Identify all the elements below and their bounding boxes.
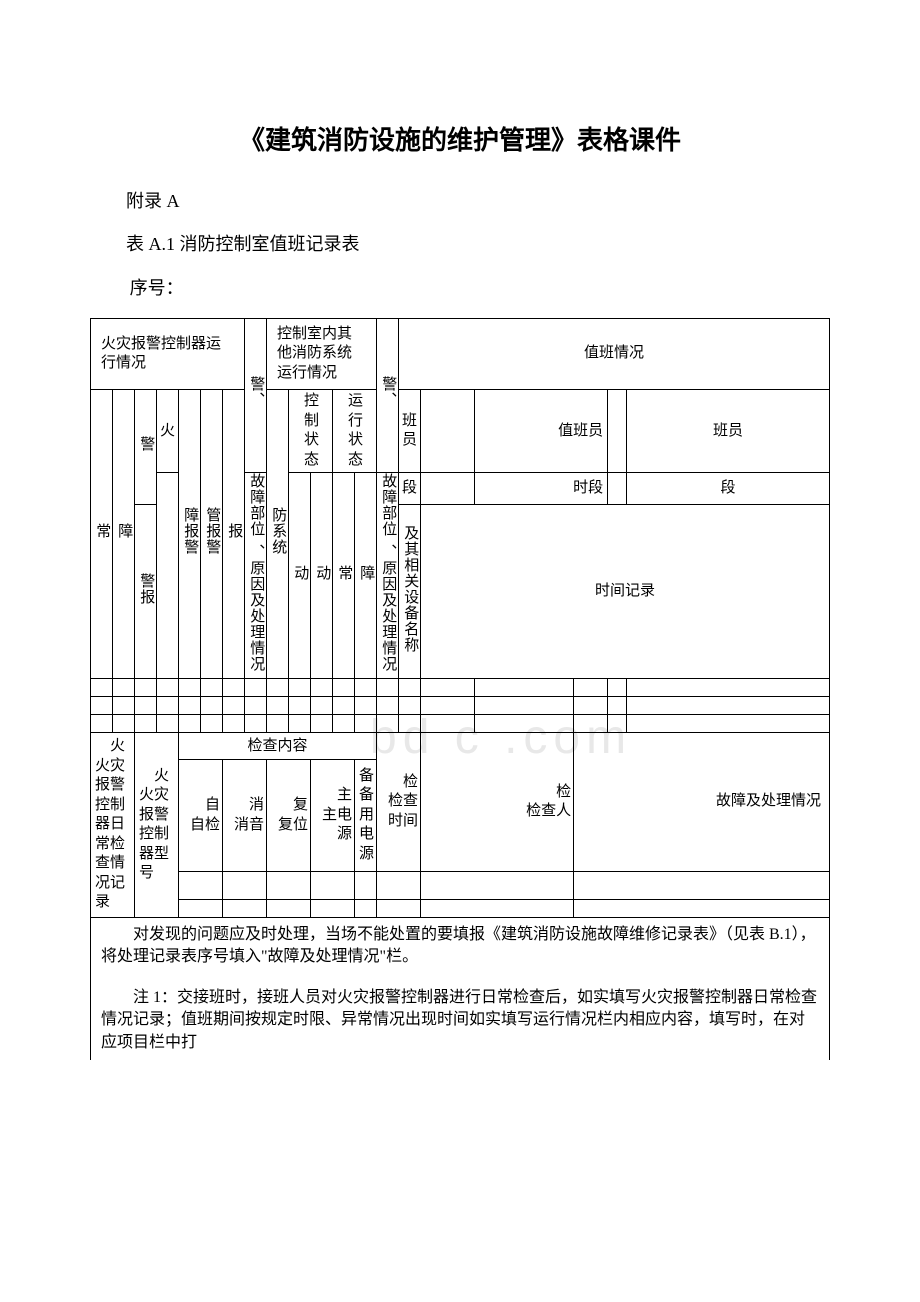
col-alarm-report: 警报 — [136, 573, 156, 605]
col-prevent-sys: 防系统 — [268, 507, 288, 555]
col-normal2: 常 — [334, 565, 354, 581]
note-cell-2: 注 1：交接班时，接班人员对火灾报警控制器进行日常检查后，如实填写火灾报警控制器… — [91, 975, 830, 1060]
page-title: 《建筑消防设施的维护管理》表格课件 — [90, 120, 830, 162]
daily-sound: 消消音 — [223, 760, 267, 872]
daily-reset: 复复位 — [267, 760, 311, 872]
col-fault2: 障 — [356, 565, 376, 581]
data-row — [91, 715, 830, 733]
col-move1: 动 — [290, 565, 310, 581]
daily-self-check: 自自检 — [179, 760, 223, 872]
daily-check-content: 检查内容 — [179, 733, 377, 760]
col-seg1: 段 — [399, 473, 421, 505]
col-pipe-alarm: 管报警 — [202, 507, 222, 555]
col-alarm-cn: 警 — [136, 436, 156, 452]
col-fire: 火 — [160, 423, 175, 439]
appendix-label: 附录 A — [90, 187, 830, 216]
col-report: 报 — [224, 523, 244, 539]
col-ctrl-state: 控制状态 — [304, 393, 319, 468]
col-fault-loc2: 故障部位 — [378, 473, 398, 537]
note-1: 对发现的问题应及时处理，当场不能处置的要填报《建筑消防设施故障维修记录表》（见表… — [101, 924, 819, 969]
header-fire-controller: 火灾报警控制器运行情况 — [91, 318, 245, 390]
col-fault: 障 — [114, 523, 134, 539]
note-2: 注 1：交接班时，接班人员对火灾报警控制器进行日常检查后，如实填写火灾报警控制器… — [101, 987, 819, 1054]
col-seg2: 段 — [627, 473, 830, 505]
col-reason: 、原因及处理情况 — [246, 544, 266, 672]
sequence-label: 序号： — [90, 274, 830, 303]
col-fault-alarm: 障报警 — [180, 507, 200, 555]
col-reason2: 、原因及处理情况 — [378, 544, 398, 672]
col-move2: 动 — [312, 565, 332, 581]
duty-log-table: 火灾报警控制器运行情况 警、 控制室内其他消防系统运行情况 警、 值班情况 常 … — [90, 318, 830, 1060]
data-row — [91, 697, 830, 715]
col-time-seg: 时段 — [474, 473, 608, 505]
data-row — [91, 899, 830, 917]
note-cell-1: 对发现的问题应及时处理，当场不能处置的要填报《建筑消防设施故障维修记录表》（见表… — [91, 917, 830, 974]
header-other-systems: 控制室内其他消防系统运行情况 — [267, 318, 377, 390]
col-related: 及其相关设备名称 — [400, 525, 420, 653]
header-duty: 值班情况 — [399, 318, 830, 390]
col-normal: 常 — [92, 523, 112, 539]
data-row — [91, 679, 830, 697]
daily-check-time: 检检查时间 — [377, 733, 421, 872]
daily-model-label: 火火灾报警控制器型号 — [135, 733, 179, 918]
daily-check-label: 火火灾报警控制器日常检查情况记录 — [91, 733, 135, 918]
col-run-state: 运行状态 — [348, 393, 363, 468]
col-staff2: 班员 — [627, 390, 830, 473]
daily-backup-power: 备备用电源 — [355, 760, 377, 872]
data-row — [91, 871, 830, 899]
daily-checker: 检检查人 — [421, 733, 574, 872]
col-staff1: 班员 — [399, 390, 421, 473]
header-alarm: 警、 — [246, 376, 266, 408]
header-alarm2: 警、 — [378, 376, 398, 408]
col-duty-staff: 值班员 — [474, 390, 608, 473]
daily-main-power: 主主电源 — [311, 760, 355, 872]
col-fault-loc: 故障部位 — [246, 473, 266, 537]
table-title: 表 A.1 消防控制室值班记录表 — [90, 230, 830, 259]
col-time-record: 时间记录 — [421, 505, 830, 679]
daily-fault-handle: 故障及处理情况 — [574, 733, 830, 872]
